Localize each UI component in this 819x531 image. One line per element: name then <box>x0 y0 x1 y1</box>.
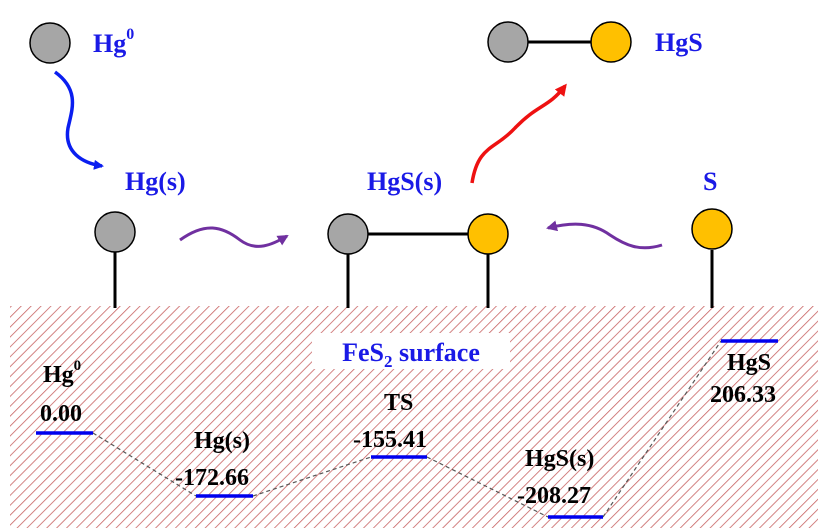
energy-name-ts: TS <box>384 390 413 416</box>
energy-name-hgs: HgS <box>727 350 771 376</box>
hgs-ads-s-atom <box>467 213 509 255</box>
hgs-gas-label: HgS <box>655 28 703 57</box>
surface-label-sub: 2 <box>384 352 393 371</box>
energy-value-hgs: 206.33 <box>710 382 776 408</box>
migration-arrow-left <box>179 226 289 248</box>
hg-ads-label: Hg(s) <box>125 167 186 196</box>
hgs-gas-s-atom <box>590 21 632 63</box>
energy-value-hg0: 0.00 <box>40 401 82 427</box>
energy-name-hg-ads: Hg(s) <box>194 428 250 454</box>
svg-text:FeS2 surface: FeS2 surface <box>342 338 480 371</box>
energy-levels <box>36 339 778 519</box>
hg0-gas-atom <box>29 22 71 64</box>
surface-label: FeS2 surface <box>312 333 510 371</box>
s-ads-label: S <box>703 167 717 196</box>
surface-label-main: FeS <box>342 338 384 367</box>
migration-arrow-right <box>546 220 663 250</box>
energy-value-hgs-ads: -208.27 <box>517 483 591 509</box>
hgs-gas-hg-atom <box>487 21 529 63</box>
energy-connectors <box>92 340 722 518</box>
energy-value-ts: -155.41 <box>353 427 427 453</box>
adsorption-arrow-blue <box>53 70 104 170</box>
energy-name-hgs-ads: HgS(s) <box>525 446 594 472</box>
s-ads-atom <box>691 208 733 250</box>
hg0-gas-label: Hg0 <box>93 26 134 58</box>
energy-value-hg-ads: -172.66 <box>175 465 249 491</box>
hgs-ads-label: HgS(s) <box>367 167 442 196</box>
energy-name-hg0: Hg0 <box>43 358 81 388</box>
hg-ads-atom <box>94 211 136 253</box>
surface-label-tail: surface <box>393 338 480 367</box>
hgs-ads-hg-atom <box>327 213 369 255</box>
desorption-arrow-red <box>470 83 567 184</box>
